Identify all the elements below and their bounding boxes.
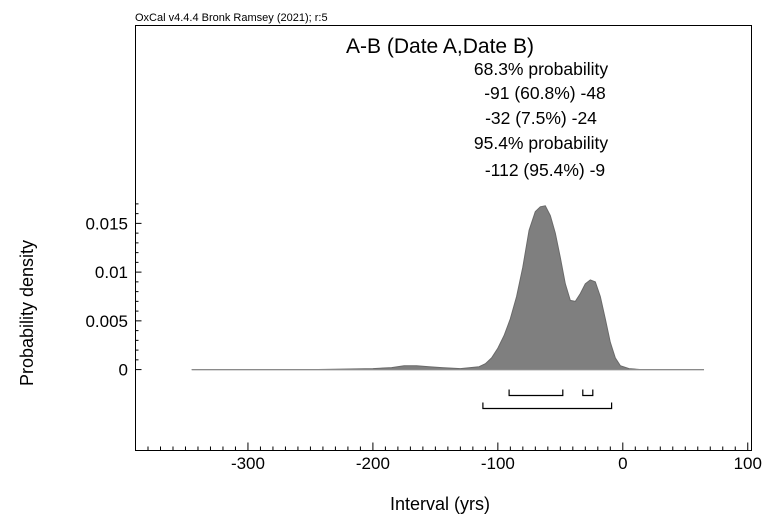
y-tick-label: 0.01 bbox=[95, 263, 128, 282]
p95-range-1: -112 (95.4%) -9 bbox=[485, 160, 605, 180]
probability-range-layer bbox=[482, 389, 613, 410]
x-tick-label: -100 bbox=[481, 454, 515, 473]
y-tick-label: 0.015 bbox=[85, 214, 128, 233]
plot-frame bbox=[135, 25, 752, 451]
p68-label: 68.3% probability bbox=[474, 59, 608, 79]
x-tick-label: 0 bbox=[618, 454, 627, 473]
version-text: OxCal v4.4.4 Bronk Ramsey (2021); r:5 bbox=[135, 12, 328, 24]
y-tick-label: 0 bbox=[119, 361, 128, 380]
x-axis-title: Interval (yrs) bbox=[390, 494, 490, 514]
y-axis-title: Probability density bbox=[17, 240, 37, 386]
chart-title: A-B (Date A,Date B) bbox=[346, 35, 534, 58]
range-68-bracket-1 bbox=[508, 389, 564, 397]
p68-range-2: -32 (7.5%) -24 bbox=[485, 108, 597, 128]
x-tick-label: -300 bbox=[231, 454, 265, 473]
x-tick-label: 100 bbox=[734, 454, 762, 473]
range-68-bracket-2 bbox=[582, 389, 594, 397]
p95-label: 95.4% probability bbox=[474, 133, 608, 153]
y-axis: 0 0.005 0.01 0.015 bbox=[85, 203, 142, 380]
p68-range-1: -91 (60.8%) -48 bbox=[484, 83, 606, 103]
x-tick-label: -200 bbox=[356, 454, 390, 473]
x-axis: -300 -200 -100 0 100 bbox=[135, 442, 762, 473]
range-95-bracket-1 bbox=[482, 402, 613, 410]
y-tick-label: 0.005 bbox=[85, 312, 128, 331]
density-area bbox=[191, 205, 704, 371]
density-layer bbox=[191, 205, 705, 371]
